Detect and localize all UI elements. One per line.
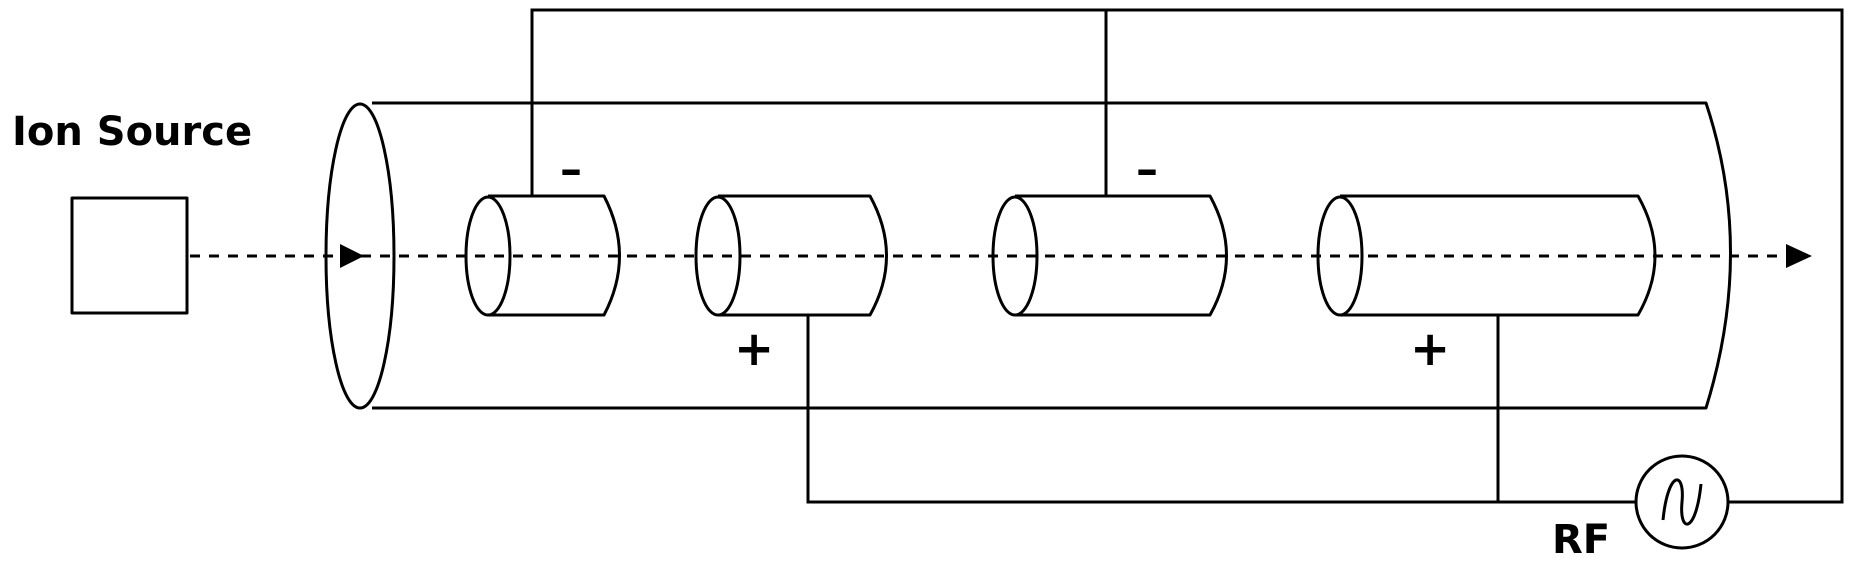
drift-tube-3 [991, 194, 1228, 317]
rf-generator [1634, 454, 1730, 550]
vacuum-chamber-entrance [324, 102, 396, 410]
rf-label: RF [1552, 517, 1610, 563]
polarity-plus-tube-4: + [1410, 321, 1450, 377]
drift-tube-4 [1316, 194, 1657, 317]
beam-arrowhead-entry [340, 244, 364, 268]
drift-tube-1 [464, 194, 621, 317]
sine-wave-icon [1661, 478, 1703, 526]
positive-wire [806, 315, 1635, 504]
beam-arrowhead-exit [1786, 244, 1812, 268]
polarity-minus-tube-1: – [560, 144, 582, 195]
ion-source-box [70, 196, 189, 315]
polarity-plus-tube-2: + [734, 321, 774, 377]
polarity-minus-tube-3: – [1136, 144, 1158, 195]
ion-source-label: Ion Source [12, 109, 252, 155]
negative-wire [530, 8, 1844, 504]
drift-tube-2 [694, 194, 888, 317]
vacuum-chamber [372, 101, 1732, 410]
